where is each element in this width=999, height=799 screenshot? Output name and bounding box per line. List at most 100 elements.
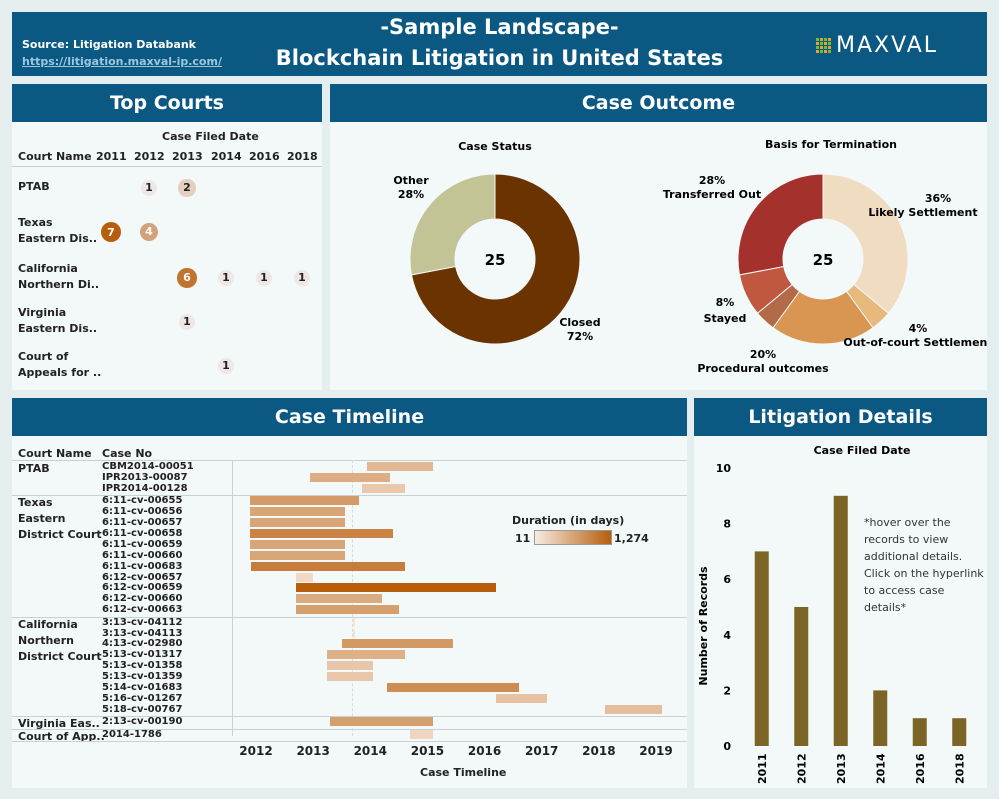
x-tick-label: 2018 — [953, 753, 966, 784]
case-number[interactable]: CBM2014-00051 — [102, 461, 194, 472]
case-number[interactable]: 6:11-cv-00656 — [102, 506, 183, 518]
case-number[interactable]: 5:14-cv-01683 — [102, 682, 183, 693]
y-tick-label: 2 — [723, 684, 731, 697]
case-number[interactable]: 6:12-cv-00660 — [102, 593, 183, 605]
case-number[interactable]: IPR2014-00128 — [102, 482, 188, 494]
case-number[interactable]: 4:13-cv-02980 — [102, 638, 183, 650]
court-count-bubble[interactable]: 7 — [101, 222, 121, 242]
case-number[interactable]: 5:13-cv-01317 — [102, 649, 183, 661]
case-duration-bar[interactable] — [353, 628, 356, 638]
timeline-group-divider — [12, 716, 687, 718]
case-number[interactable]: IPR2013-00087 — [102, 471, 188, 483]
case-duration-bar[interactable] — [251, 561, 405, 571]
duration-legend-min: 11 — [515, 532, 531, 545]
top-courts-row-label: Appeals for .. — [18, 366, 102, 379]
case-duration-bar[interactable] — [604, 704, 662, 714]
court-count-bubble[interactable]: 1 — [255, 269, 273, 287]
case-duration-bar[interactable] — [310, 472, 391, 482]
x-tick-label: 2014 — [874, 753, 887, 784]
case-number[interactable]: 3:13-cv-04112 — [102, 616, 183, 628]
case-duration-bar[interactable] — [330, 717, 434, 727]
case-number[interactable]: 6:11-cv-00683 — [102, 560, 183, 572]
case-number[interactable]: 6:12-cv-00657 — [102, 571, 183, 583]
case-duration-bar[interactable] — [367, 462, 434, 471]
pie2-slice-transferred-out[interactable] — [737, 173, 824, 276]
pie1-slice-other[interactable] — [409, 173, 496, 276]
timeline-group-divider — [12, 741, 687, 742]
case-duration-bar[interactable] — [296, 572, 314, 582]
case-number[interactable]: 6:12-cv-00663 — [102, 604, 183, 616]
case-number[interactable]: 5:13-cv-01358 — [102, 660, 183, 672]
title-line-1: -Sample Landscape- — [380, 15, 619, 39]
source-link[interactable]: https://litigation.maxval-ip.com/ — [22, 55, 222, 68]
court-count-bubble[interactable]: 2 — [178, 179, 196, 197]
hover-note-line: details* — [864, 601, 907, 614]
pie1-label-other: Other — [393, 174, 429, 187]
court-count-bubble[interactable]: 6 — [177, 268, 197, 288]
case-number[interactable]: 5:16-cv-01267 — [102, 692, 183, 704]
case-duration-bar[interactable] — [250, 507, 345, 517]
case-duration-bar[interactable] — [361, 483, 405, 493]
pie2-value-outofcourt: 4% — [909, 322, 928, 335]
records-bar[interactable] — [952, 718, 967, 746]
timeline-year-tick: 2013 — [296, 744, 330, 758]
hover-note: *hover over the records to view additional… — [864, 514, 984, 616]
case-duration-bar[interactable] — [250, 518, 345, 527]
timeline-group-divider — [12, 495, 687, 497]
case-outcome-charts: Case Status 25 Other 28% Closed 72% Basi… — [393, 138, 987, 375]
pie2-slice-likely-settlement[interactable] — [822, 173, 909, 314]
y-tick-label: 10 — [716, 462, 732, 475]
pie1-slice-closed[interactable] — [410, 173, 581, 345]
case-timeline-title: Case Timeline — [12, 398, 687, 436]
court-count-bubble[interactable]: 1 — [217, 357, 235, 375]
y-tick-label: 6 — [723, 573, 731, 586]
case-number[interactable]: 3:13-cv-04113 — [102, 627, 183, 639]
case-duration-bar[interactable] — [327, 672, 374, 682]
records-bar[interactable] — [794, 607, 809, 746]
case-number[interactable]: 2:13-cv-00190 — [102, 716, 183, 728]
case-number[interactable]: 6:11-cv-00658 — [102, 527, 183, 539]
timeline-court-label: Virginia Eas.. — [18, 717, 100, 731]
case-duration-bar[interactable] — [296, 583, 496, 593]
case-number[interactable]: 6:11-cv-00657 — [102, 517, 183, 528]
pie2-value-procedural: 20% — [750, 348, 776, 361]
case-number[interactable]: 6:11-cv-00660 — [102, 549, 183, 561]
timeline-year-tick: 2014 — [353, 744, 387, 758]
termination-title: Basis for Termination — [765, 138, 897, 151]
court-count-bubble[interactable]: 1 — [217, 269, 235, 287]
top-courts-row-label: Eastern Dis.. — [18, 232, 98, 245]
case-number[interactable]: 2014-1786 — [102, 728, 162, 740]
court-count-bubble[interactable]: 4 — [139, 222, 159, 242]
case-duration-bar[interactable] — [250, 550, 345, 560]
dashboard-header: Source: Litigation Databank https://liti… — [12, 12, 987, 76]
pie2-value-stayed: 8% — [716, 296, 735, 309]
case-duration-bar[interactable] — [327, 661, 374, 671]
records-bar[interactable] — [912, 718, 927, 746]
case-number[interactable]: 5:18-cv-00767 — [102, 703, 183, 715]
case-duration-bar[interactable] — [296, 605, 399, 615]
maxval-logo-icon — [816, 38, 832, 54]
case-number[interactable]: 5:13-cv-01359 — [102, 671, 183, 683]
case-duration-bar[interactable] — [496, 693, 548, 703]
court-count-bubble[interactable]: 1 — [178, 313, 196, 331]
court-count-bubble[interactable]: 1 — [293, 269, 311, 287]
case-duration-bar[interactable] — [250, 528, 394, 538]
court-count-bubble[interactable]: 1 — [140, 179, 158, 197]
case-duration-bar[interactable] — [341, 639, 454, 649]
records-bar[interactable] — [873, 690, 888, 746]
top-courts-year-col: 2014 — [211, 150, 242, 163]
case-number[interactable]: 6:12-cv-00659 — [102, 582, 183, 594]
case-duration-bar[interactable] — [353, 617, 356, 627]
case-number[interactable]: 6:11-cv-00659 — [102, 538, 183, 550]
case-duration-bar[interactable] — [410, 729, 434, 739]
case-duration-bar[interactable] — [250, 539, 345, 549]
records-bar[interactable] — [833, 495, 848, 746]
case-duration-bar[interactable] — [387, 683, 519, 692]
case-duration-bar[interactable] — [296, 594, 382, 604]
case-number[interactable]: 6:11-cv-00655 — [102, 495, 183, 507]
records-bar[interactable] — [754, 551, 769, 746]
top-courts-title: Top Courts — [12, 84, 322, 122]
case-duration-bar[interactable] — [327, 650, 405, 660]
bar-chart-ylabel: Number of Records — [697, 566, 710, 686]
case-duration-bar[interactable] — [250, 496, 359, 506]
